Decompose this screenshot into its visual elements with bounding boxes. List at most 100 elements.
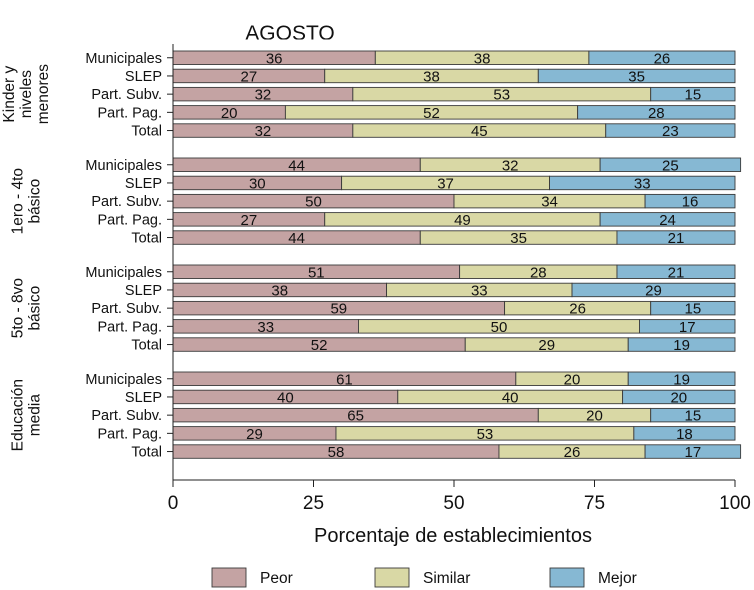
bar-segment-mejor [627, 371, 736, 386]
bar-segment-mejor [622, 389, 736, 405]
category-label: Total [131, 231, 162, 247]
category-label: Municipales [85, 51, 162, 67]
data-label: 24 [659, 212, 676, 229]
category-label: Part. Pag. [98, 319, 162, 335]
data-label: 26 [654, 50, 671, 67]
data-label: 17 [685, 444, 702, 461]
data-label: 53 [493, 87, 510, 104]
data-label: 50 [305, 194, 322, 211]
data-label: 20 [564, 371, 581, 388]
data-label: 15 [685, 87, 702, 104]
bar-segment-mejor [639, 319, 736, 334]
x-tick-label: 75 [584, 493, 605, 514]
data-label: 15 [685, 408, 702, 425]
legend-label: Peor [260, 570, 293, 587]
data-label: 35 [628, 68, 645, 85]
category-label: Part. Subv. [91, 194, 162, 210]
data-label: 29 [538, 337, 555, 354]
data-label: 27 [241, 68, 258, 85]
bar-segment-mejor [650, 300, 736, 316]
data-label: 28 [530, 264, 547, 281]
category-label: Municipales [85, 158, 162, 174]
data-label: 28 [648, 105, 665, 122]
data-label: 20 [586, 408, 603, 425]
data-label: 58 [328, 444, 345, 461]
x-axis-title: Porcentaje de establecimientos [314, 525, 592, 547]
legend-swatch-mejor [549, 567, 585, 588]
legend-label: Mejor [598, 570, 637, 587]
data-label: 50 [491, 319, 508, 336]
category-label: Part. Pag. [98, 212, 162, 228]
x-tick-label: 25 [303, 493, 324, 514]
category-label: Municipales [85, 265, 162, 281]
bar-segment-mejor [633, 426, 736, 441]
category-label: Total [131, 338, 162, 354]
data-label: 59 [330, 301, 347, 318]
data-label: 27 [241, 212, 258, 229]
data-label: 15 [685, 301, 702, 318]
category-label: Total [131, 124, 162, 140]
category-label: SLEP [125, 390, 162, 406]
bar-segment-mejor [644, 444, 742, 459]
data-label: 21 [668, 264, 685, 281]
chart-title: AGOSTO [245, 22, 334, 45]
data-label: 36 [266, 50, 283, 67]
bar-segment-mejor [537, 68, 736, 84]
data-label: 38 [423, 68, 440, 85]
category-label: Part. Subv. [91, 87, 162, 103]
data-label: 40 [502, 389, 519, 406]
bar-segment-mejor [605, 123, 736, 138]
bar-segment-mejor [577, 105, 736, 120]
bar-segment-mejor [599, 212, 736, 227]
bar-segment-mejor [650, 86, 736, 102]
x-tick-label: 0 [168, 493, 179, 514]
data-label: 37 [437, 175, 454, 192]
data-label: 25 [662, 157, 679, 174]
group-label: Kinder ynivelesmenores [1, 64, 52, 125]
data-label: 19 [673, 337, 690, 354]
bar-segment-mejor [571, 282, 736, 298]
category-label: Part. Pag. [98, 426, 162, 442]
data-label: 17 [679, 319, 696, 336]
data-label: 23 [662, 123, 679, 140]
category-label: SLEP [125, 69, 162, 85]
data-label: 52 [423, 105, 440, 122]
data-label: 44 [288, 157, 305, 174]
data-label: 33 [634, 175, 651, 192]
data-label: 18 [676, 426, 693, 443]
x-axis: 0 25 50 75 100 [168, 479, 751, 514]
category-label: Part. Pag. [98, 105, 162, 121]
data-label: 20 [670, 389, 687, 406]
data-label: 32 [502, 157, 519, 174]
category-label: Total [131, 445, 162, 461]
data-label: 34 [541, 194, 558, 211]
bar-segment-mejor [627, 337, 736, 352]
data-label: 38 [271, 282, 288, 299]
data-label: 65 [347, 408, 364, 425]
data-label: 21 [668, 230, 685, 247]
data-label: 29 [645, 282, 662, 299]
data-label: 30 [249, 175, 266, 192]
legend-label: Similar [423, 570, 470, 587]
data-label: 33 [257, 319, 274, 336]
data-label: 20 [221, 105, 238, 122]
group-label: 1ero - 4tobásico [10, 168, 44, 234]
category-label: SLEP [125, 283, 162, 299]
legend: Peor Similar Mejor [211, 567, 637, 588]
data-label: 26 [564, 444, 581, 461]
data-label: 38 [474, 50, 491, 67]
bar-segment-mejor [549, 175, 736, 191]
data-label: 32 [255, 123, 272, 140]
data-label: 44 [288, 230, 305, 247]
data-label: 52 [311, 337, 328, 354]
data-label: 61 [336, 371, 353, 388]
bar-segment-mejor [616, 230, 736, 245]
category-label: Municipales [85, 372, 162, 388]
data-label: 16 [682, 194, 699, 211]
data-label: 51 [308, 264, 325, 281]
data-label: 26 [569, 301, 586, 318]
data-label: 45 [471, 123, 488, 140]
data-label: 49 [454, 212, 471, 229]
group-label: Educaciónmedia [10, 379, 44, 451]
